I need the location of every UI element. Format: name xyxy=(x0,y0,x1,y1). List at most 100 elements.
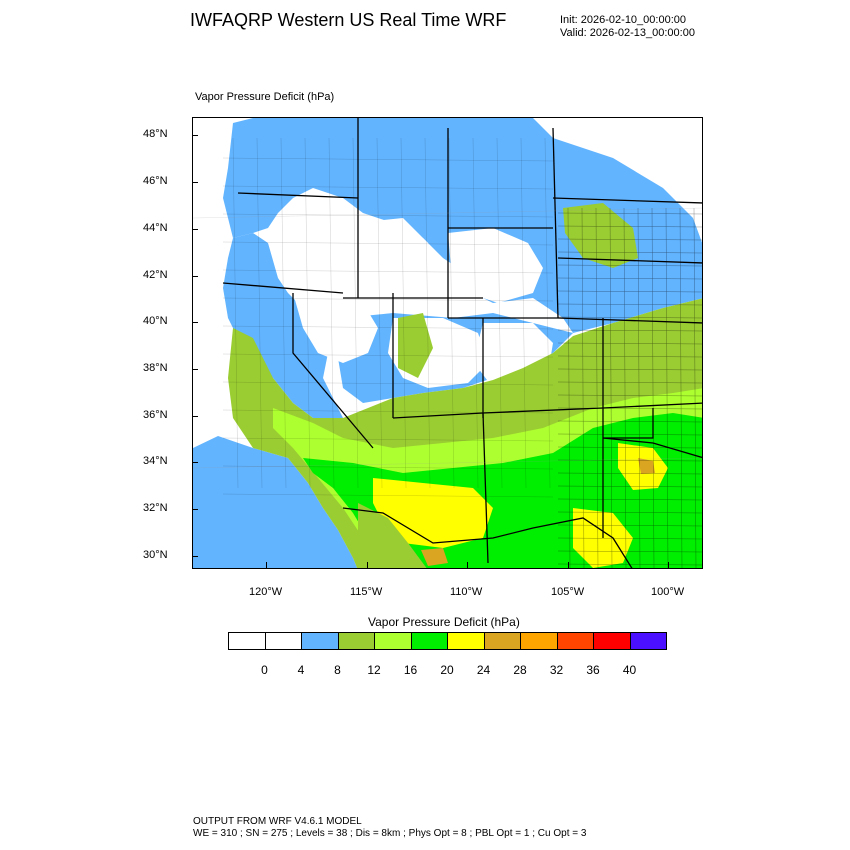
colorbar-swatch xyxy=(337,632,375,650)
county-line xyxy=(557,524,702,527)
valid-time: Valid: 2026-02-13_00:00:00 xyxy=(560,27,695,39)
colorbar-label: 36 xyxy=(586,663,600,677)
county-line xyxy=(222,465,554,470)
county-line xyxy=(557,420,702,423)
border-ut-az xyxy=(392,412,484,419)
vpd-region-white-id xyxy=(353,218,433,283)
model-info-line1: OUTPUT FROM WRF V4.6.1 MODEL xyxy=(193,816,362,827)
colorbar-swatch xyxy=(483,632,521,650)
county-line xyxy=(232,137,239,489)
colorbar-swatch xyxy=(447,632,485,650)
colorbar-swatch xyxy=(520,632,558,650)
county-line xyxy=(557,212,702,215)
county-line xyxy=(222,353,554,358)
vpd-region-white-wy xyxy=(448,228,543,303)
county-line xyxy=(280,137,287,489)
vpd-region-yellow-az xyxy=(373,478,493,548)
pacific-ocean xyxy=(193,436,358,568)
longitude-label: 100°W xyxy=(651,586,685,598)
county-line xyxy=(557,238,702,241)
county-line xyxy=(222,493,554,498)
county-line xyxy=(557,355,702,358)
county-line xyxy=(581,207,585,568)
init-valid-times: Init: 2026-02-10_00:00:00 Valid: 2026-02… xyxy=(560,14,695,40)
county-line xyxy=(222,241,554,246)
county-line xyxy=(557,329,702,332)
colorbar-label: 8 xyxy=(334,663,341,677)
county-line xyxy=(304,137,311,489)
county-line xyxy=(557,251,702,254)
colorbar-label: 28 xyxy=(513,663,527,677)
vpd-region-gold-az xyxy=(421,548,448,566)
latitude-tick xyxy=(192,182,198,183)
county-line xyxy=(222,409,554,414)
border-us-mexico xyxy=(342,507,633,568)
longitude-label: 110°W xyxy=(450,586,483,598)
map-canvas xyxy=(193,118,702,568)
county-line xyxy=(448,137,455,489)
border-ks-ok xyxy=(602,402,702,409)
latitude-label: 44°N xyxy=(143,222,168,234)
county-line xyxy=(557,394,702,397)
county-line xyxy=(595,207,599,568)
longitude-label: 120°W xyxy=(249,586,283,598)
colorbar-label: 40 xyxy=(622,663,637,677)
vpd-region-olive-sd xyxy=(563,203,638,268)
county-line xyxy=(328,137,335,489)
colorbar-label: 16 xyxy=(403,663,418,677)
county-line xyxy=(222,381,554,386)
county-line xyxy=(557,368,702,371)
latitude-tick xyxy=(192,229,198,230)
colorbar-swatch xyxy=(301,632,339,650)
latitude-label: 34°N xyxy=(143,455,168,467)
latitude-tick xyxy=(192,369,198,370)
county-line xyxy=(472,137,479,489)
border-or-ca xyxy=(222,282,344,294)
county-boundaries xyxy=(222,137,702,568)
border-nd-sd xyxy=(552,197,702,204)
longitude-tick xyxy=(568,562,569,568)
longitude-tick xyxy=(467,562,468,568)
latitude-tick xyxy=(192,135,198,136)
county-line xyxy=(557,459,702,462)
county-line xyxy=(557,472,702,475)
latitude-tick xyxy=(192,416,198,417)
latitude-label: 36°N xyxy=(143,409,168,421)
vpd-region-white-mexico xyxy=(358,503,427,568)
colorbar-label: 24 xyxy=(476,663,491,677)
county-line xyxy=(496,137,503,489)
county-line xyxy=(557,225,702,228)
county-line xyxy=(557,264,702,267)
latitude-tick xyxy=(192,276,198,277)
county-line xyxy=(665,207,669,568)
latitude-label: 48°N xyxy=(143,128,168,140)
county-line xyxy=(567,207,571,568)
county-line xyxy=(557,511,702,514)
latitude-tick xyxy=(192,556,198,557)
latitude-label: 30°N xyxy=(143,549,168,561)
border-ok-tx xyxy=(602,437,702,459)
border-wa-or xyxy=(237,192,359,199)
county-line xyxy=(222,325,554,330)
county-line xyxy=(557,550,702,553)
plot-title: IWFAQRP Western US Real Time WRF xyxy=(190,10,507,30)
model-info-footer: OUTPUT FROM WRF V4.6.1 MODEL WE = 310 ; … xyxy=(193,816,586,840)
county-line xyxy=(557,407,702,410)
vpd-region-olive-ut xyxy=(398,313,433,378)
colorbar-title: Vapor Pressure Deficit (hPa) xyxy=(368,615,520,629)
county-line xyxy=(557,498,702,501)
county-line xyxy=(557,290,702,293)
county-line xyxy=(609,207,613,568)
field-label: Vapor Pressure Deficit (hPa) xyxy=(195,91,335,103)
county-line xyxy=(352,137,359,489)
colorbar-label: 0 xyxy=(261,663,268,677)
colorbar-swatch xyxy=(264,632,302,650)
latitude-tick xyxy=(192,322,198,323)
colorbar-label: 20 xyxy=(440,663,454,677)
county-line xyxy=(679,207,683,568)
model-info-line2: WE = 310 ; SN = 275 ; Levels = 38 ; Dis … xyxy=(193,828,587,839)
county-line xyxy=(376,137,383,489)
county-line xyxy=(693,207,697,568)
colorbar-label: 12 xyxy=(367,663,381,677)
county-line xyxy=(557,433,702,436)
